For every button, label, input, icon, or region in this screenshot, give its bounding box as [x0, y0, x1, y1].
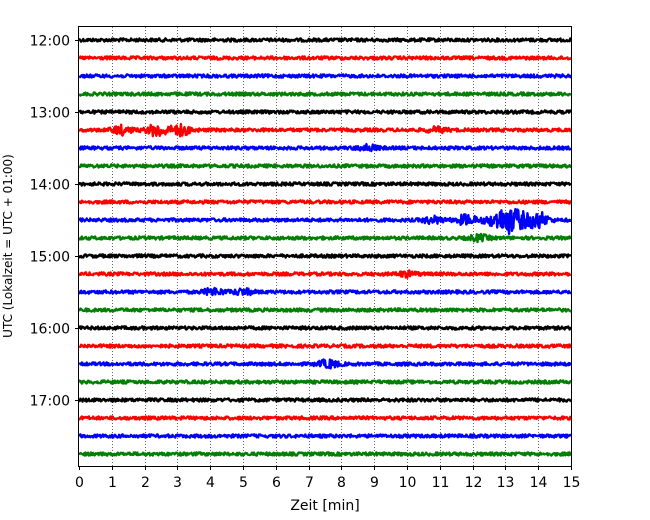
y-tick-label: 14:00 — [30, 178, 70, 194]
trace-1430 — [78, 207, 573, 236]
trace-1730 — [77, 433, 573, 439]
trace-1245 — [78, 91, 572, 97]
x-tick-label: 13 — [497, 475, 515, 491]
x-tick-label: 12 — [465, 475, 483, 491]
x-tick-label: 10 — [399, 475, 417, 491]
y-tick-label: 12:00 — [30, 34, 70, 50]
y-axis: 12:00 13:00 14:00 15:00 16:00 17:00 — [30, 34, 79, 410]
x-tick-label: 2 — [141, 475, 150, 491]
y-tick-label: 16:00 — [30, 322, 70, 338]
trace-group — [77, 37, 573, 457]
trace-1200 — [77, 37, 572, 43]
x-axis-label: Zeit [min] — [290, 498, 359, 514]
trace-1215 — [78, 55, 573, 61]
trace-1330 — [78, 142, 572, 153]
trace-1315 — [77, 122, 573, 138]
x-tick-label: 1 — [108, 475, 117, 491]
x-tick-label: 11 — [432, 475, 450, 491]
y-tick-label: 13:00 — [30, 106, 70, 122]
x-tick-label: 9 — [370, 475, 379, 491]
trace-1530 — [78, 286, 572, 297]
x-tick-label: 8 — [337, 475, 346, 491]
trace-1700 — [78, 397, 572, 403]
trace-1400 — [77, 181, 572, 187]
grid-lines — [112, 27, 539, 466]
trace-1715 — [78, 415, 573, 421]
y-tick-label: 15:00 — [30, 250, 70, 266]
trace-1415 — [77, 199, 572, 205]
trace-1645 — [78, 379, 572, 385]
x-tick-label: 0 — [75, 475, 84, 491]
trace-1500 — [77, 253, 572, 259]
trace-1615 — [78, 343, 572, 349]
trace-1230 — [78, 73, 573, 79]
x-tick-label: 6 — [272, 475, 281, 491]
trace-1300 — [78, 109, 573, 115]
trace-1745 — [78, 451, 573, 457]
x-tick-label: 4 — [206, 475, 215, 491]
trace-1630 — [78, 358, 573, 370]
y-tick-label: 17:00 — [30, 394, 70, 410]
x-tick-label: 3 — [173, 475, 182, 491]
trace-1515 — [78, 269, 572, 279]
trace-1600 — [77, 325, 572, 331]
trace-1445 — [77, 232, 573, 244]
trace-1545 — [78, 307, 572, 313]
x-tick-label: 5 — [239, 475, 248, 491]
y-axis-label: UTC (Lokalzeit = UTC + 01:00) — [1, 154, 15, 338]
plot-frame — [78, 26, 572, 467]
x-tick-label: 14 — [530, 475, 548, 491]
x-tick-label: 15 — [563, 475, 581, 491]
trace-1345 — [77, 163, 572, 169]
x-axis: 0 1 2 3 4 5 6 7 8 9 10 11 12 13 14 15 — [75, 466, 580, 491]
x-tick-label: 7 — [305, 475, 314, 491]
